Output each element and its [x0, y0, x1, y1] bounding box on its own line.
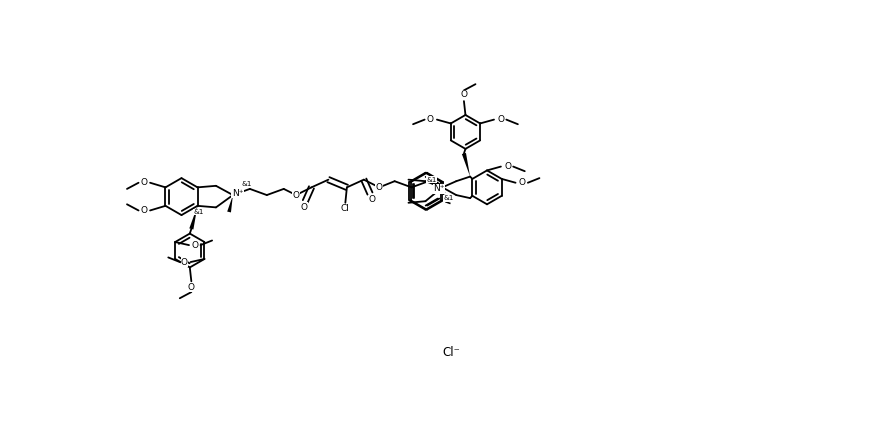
Text: O: O: [141, 178, 148, 187]
Text: O: O: [141, 206, 148, 215]
Text: &1: &1: [427, 177, 436, 183]
Text: O: O: [460, 90, 467, 99]
Text: &1: &1: [242, 181, 252, 187]
Text: O: O: [497, 115, 504, 124]
Text: O: O: [368, 195, 375, 204]
Text: Cl⁻: Cl⁻: [442, 346, 460, 359]
Text: O: O: [192, 241, 199, 250]
Polygon shape: [189, 206, 197, 229]
Text: O: O: [187, 283, 194, 292]
Text: O: O: [181, 257, 188, 267]
Text: Cl: Cl: [341, 204, 349, 213]
Text: &1: &1: [444, 195, 454, 201]
Text: O: O: [376, 183, 383, 192]
Text: N⁺: N⁺: [434, 184, 445, 194]
Text: O: O: [519, 178, 526, 187]
Text: O: O: [427, 115, 434, 124]
Text: &1: &1: [194, 209, 204, 215]
Text: O: O: [292, 191, 299, 200]
Text: O: O: [504, 162, 511, 171]
Polygon shape: [462, 153, 470, 177]
Text: O: O: [300, 203, 307, 212]
Polygon shape: [227, 195, 233, 213]
Text: N⁺: N⁺: [231, 189, 243, 198]
